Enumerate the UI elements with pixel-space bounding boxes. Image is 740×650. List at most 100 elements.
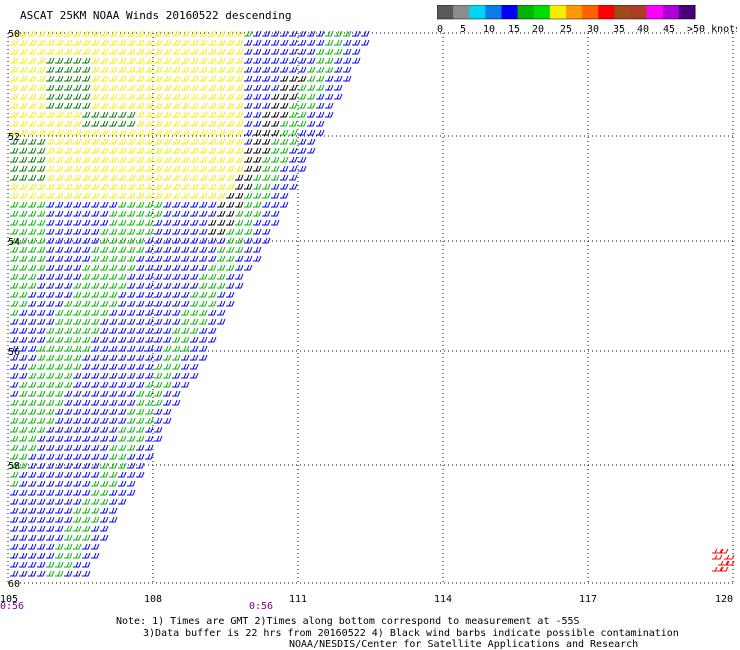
wind-barb [91,84,100,91]
wind-barb [190,327,199,334]
wind-barb [163,390,172,397]
wind-barb [190,156,199,163]
legend-label: >50 knots [687,24,737,35]
wind-barb [217,30,226,37]
wind-barb [163,48,172,55]
wind-barb [244,75,253,82]
wind-barb [235,84,244,91]
wind-barb [145,390,154,397]
legend-swatch [517,5,535,19]
legend-swatch [630,5,648,19]
wind-barb [127,57,136,64]
wind-barb [145,291,154,298]
wind-barb [64,84,73,91]
wind-barb [181,282,190,289]
wind-barb [154,309,163,316]
wind-barb [226,30,235,37]
wind-barb [262,66,271,73]
wind-barb [28,516,37,523]
wind-barb [190,273,199,280]
wind-barb [262,210,271,217]
wind-barb [91,210,100,217]
wind-barb [46,381,55,388]
wind-barb [136,354,145,361]
wind-barb [73,327,82,334]
wind-barb [91,399,100,406]
wind-barb [28,426,37,433]
wind-barb [163,417,172,424]
wind-barb [208,66,217,73]
wind-barb [55,246,64,253]
wind-barb [118,336,127,343]
wind-barb [217,48,226,55]
wind-barb [109,417,118,424]
wind-barb [217,318,226,325]
wind-barb [163,156,172,163]
wind-barb [127,201,136,208]
wind-barb [280,93,289,100]
wind-barb [64,282,73,289]
wind-barb [172,138,181,145]
wind-barb [145,93,154,100]
wind-barb [19,273,28,280]
wind-barb [181,273,190,280]
wind-barb [28,282,37,289]
wind-barb [145,174,154,181]
wind-barb [10,543,19,550]
wind-barb [280,57,289,64]
wind-barb [136,39,145,46]
wind-barb [181,255,190,262]
wind-barb [19,39,28,46]
wind-barb [73,246,82,253]
wind-barb [172,147,181,154]
wind-barb [118,480,127,487]
wind-barb [136,381,145,388]
note-line-2: 3)Data buffer is 22 hrs from 20160522 4)… [143,628,679,639]
wind-barb [46,129,55,136]
wind-barb [100,129,109,136]
wind-barb [217,102,226,109]
wind-barb [154,354,163,361]
wind-barb [73,363,82,370]
wind-barb [37,201,46,208]
wind-barb [199,273,208,280]
wind-barb [19,210,28,217]
wind-barb [262,201,271,208]
wind-barb [64,255,73,262]
wind-barb [262,219,271,226]
wind-barb [271,210,280,217]
wind-barb [235,39,244,46]
wind-barb [253,192,262,199]
wind-barb [235,93,244,100]
wind-barb [136,255,145,262]
wind-barb [226,201,235,208]
wind-barb [163,336,172,343]
wind-barb [82,489,91,496]
wind-barb [226,273,235,280]
wind-barb [55,48,64,55]
wind-barb [82,282,91,289]
wind-barb [109,138,118,145]
wind-barb [118,471,127,478]
wind-barb [64,426,73,433]
wind-barb [82,390,91,397]
wind-barb [343,75,352,82]
wind-barb [334,39,343,46]
wind-barb [109,435,118,442]
wind-barb [109,345,118,352]
wind-barb [37,561,46,568]
wind-barb [46,444,55,451]
wind-barb [64,228,73,235]
wind-barb [82,561,91,568]
wind-barb [226,48,235,55]
wind-barb [253,84,262,91]
wind-barb [82,183,91,190]
wind-barb [334,84,343,91]
wind-barb [10,318,19,325]
wind-barb [118,129,127,136]
wind-barb [244,246,253,253]
wind-barb [253,210,262,217]
wind-barb [289,165,298,172]
wind-barb [118,165,127,172]
wind-barb [307,48,316,55]
